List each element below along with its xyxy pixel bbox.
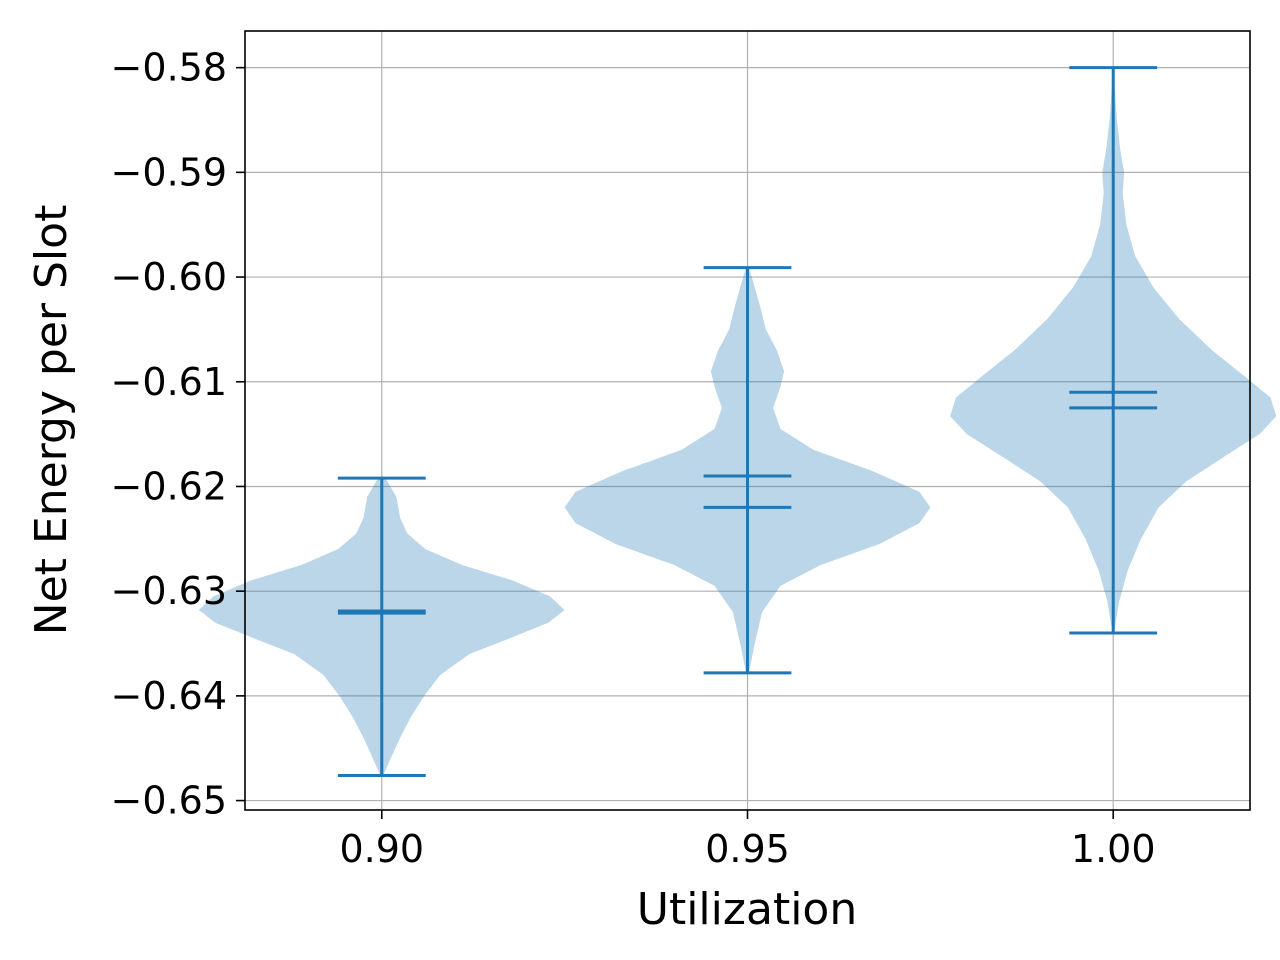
y-tick-label: −0.63 [111, 569, 227, 613]
x-tick-label: 0.90 [339, 827, 424, 871]
x-axis-label: Utilization [637, 884, 857, 935]
x-tick-label: 0.95 [705, 827, 790, 871]
violin-layer [198, 66, 1277, 777]
y-tick-label: −0.61 [111, 360, 227, 404]
y-tick-label: −0.64 [111, 674, 227, 718]
y-tick-label: −0.59 [111, 150, 227, 194]
x-tick-label: 1.00 [1071, 827, 1156, 871]
tick-layer: −0.58 −0.59 −0.60 −0.61 −0.62 −0.63 −0.64 −0.65… [111, 46, 1156, 871]
y-tick-label: −0.65 [111, 779, 227, 823]
y-tick-label: −0.58 [111, 46, 227, 90]
y-tick-label: −0.60 [111, 255, 227, 299]
y-axis-label: Net Energy per Slot [26, 205, 77, 636]
y-tick-label: −0.62 [111, 464, 227, 508]
